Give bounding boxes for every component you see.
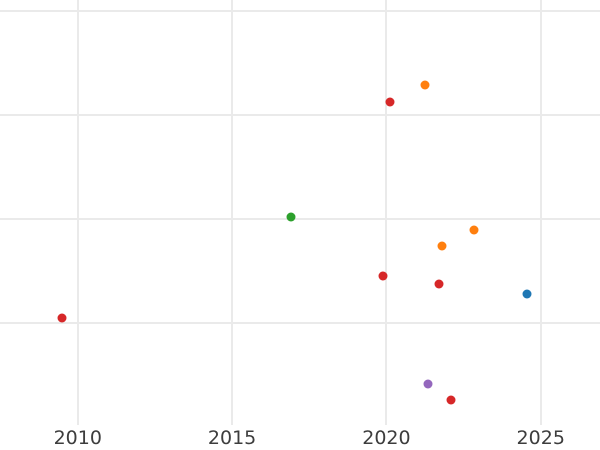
data-point-red xyxy=(385,97,394,107)
y-gridline xyxy=(0,114,600,117)
x-tick-label: 2010 xyxy=(53,427,102,449)
data-point-blue xyxy=(522,289,532,299)
data-point-red xyxy=(57,313,67,323)
data-point-orange xyxy=(420,80,430,90)
y-gridline xyxy=(0,322,600,325)
plot-area xyxy=(0,0,600,425)
data-point-purple xyxy=(423,379,433,389)
data-point-orange xyxy=(437,241,447,251)
y-gridline xyxy=(0,10,600,13)
data-point-red xyxy=(378,271,388,281)
data-point-red xyxy=(446,395,456,405)
x-gridline xyxy=(539,0,542,425)
x-tick-label: 2020 xyxy=(362,427,411,449)
x-gridline xyxy=(385,0,388,425)
data-point-green xyxy=(286,212,296,222)
data-point-red xyxy=(434,279,444,289)
x-tick-label: 2015 xyxy=(207,427,257,449)
x-tick-label: 2025 xyxy=(516,427,565,449)
x-gridline xyxy=(231,0,234,425)
data-point-orange xyxy=(469,225,479,235)
x-gridline xyxy=(76,0,79,425)
y-gridline xyxy=(0,218,600,221)
